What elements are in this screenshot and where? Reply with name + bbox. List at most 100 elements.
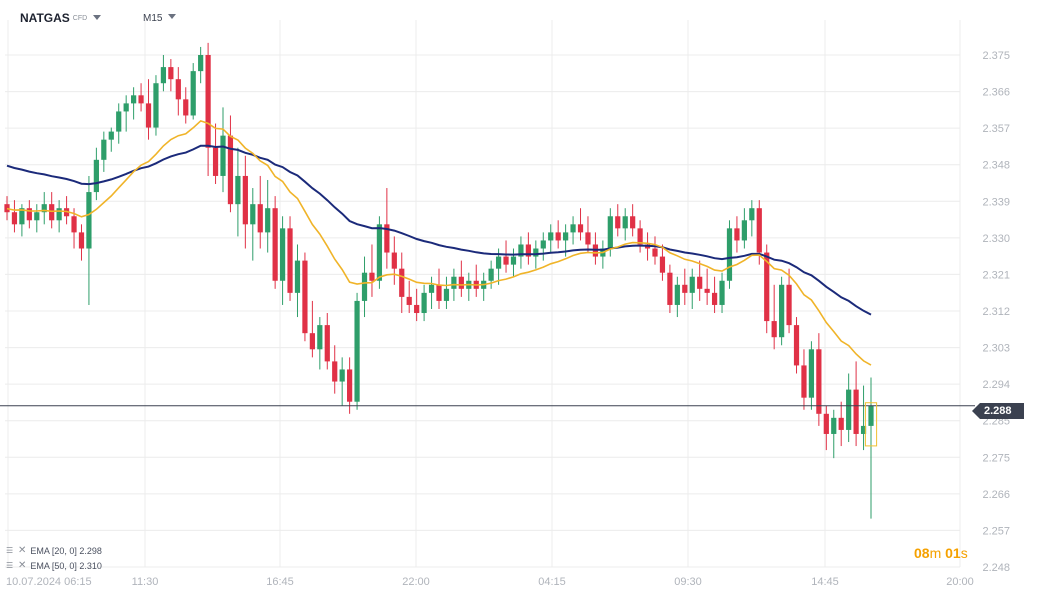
price-tick-label: 2.266 (982, 489, 1010, 501)
candle (198, 46, 204, 84)
price-tick-label: 2.248 (982, 562, 1010, 574)
candle (153, 75, 159, 136)
candle-body (227, 135, 234, 205)
price-tick-label: 2.330 (982, 233, 1010, 245)
menu-icon[interactable]: ☰ (6, 560, 14, 570)
candle (56, 200, 62, 233)
candle-body (428, 284, 435, 293)
candle-body (488, 268, 494, 281)
indicator-ema50: ☰ ✕ EMA [50, 0] 2.310 (6, 560, 102, 571)
candle-body (622, 216, 628, 229)
candle-body (786, 284, 792, 326)
price-axis: 2.375 2.366 2.357 2.348 2.339 2.330 2.321 2.312… (982, 50, 1010, 574)
candle (555, 220, 561, 249)
time-tick-label: 11:30 (132, 576, 159, 588)
candle (630, 204, 636, 237)
candle (108, 127, 114, 152)
candle-body (212, 147, 219, 176)
candle-body (868, 405, 874, 426)
indicator-label: EMA [50, 0] 2.310 (30, 560, 102, 571)
symbol-type: CFD (72, 15, 88, 22)
candle-body (190, 71, 196, 116)
price-tick-label: 2.366 (982, 87, 1010, 99)
candle-body (205, 55, 211, 148)
candle (175, 67, 181, 116)
candle (786, 268, 792, 334)
candle-body (853, 389, 859, 434)
candle-body (577, 224, 584, 233)
candle (816, 333, 822, 426)
candle (354, 292, 360, 410)
candle-body (242, 175, 248, 225)
candle (160, 55, 167, 92)
close-icon[interactable]: ✕ (18, 560, 27, 571)
candle (846, 373, 852, 443)
symbol-selector[interactable]: NATGAS CFD (20, 11, 102, 25)
candle (540, 232, 546, 261)
candle-body (324, 325, 330, 362)
candle (659, 244, 666, 281)
candle (11, 200, 18, 233)
candle (697, 260, 703, 301)
candle (49, 192, 55, 229)
candle-body (667, 272, 673, 305)
close-icon[interactable]: ✕ (18, 545, 27, 556)
candle-body (808, 349, 815, 398)
ema-50-line (6, 144, 872, 316)
candle-body (123, 103, 129, 112)
candle-body (56, 208, 62, 221)
candle-body (78, 232, 85, 249)
candle-body (19, 208, 25, 225)
candle-body (436, 284, 442, 301)
candle-body (525, 244, 531, 257)
candle-body (443, 288, 450, 301)
candle-body (332, 361, 338, 382)
menu-icon[interactable]: ☰ (6, 545, 14, 555)
candle (600, 240, 606, 269)
candle (615, 204, 621, 237)
candle-body (510, 256, 517, 265)
candle (652, 236, 658, 265)
candle (294, 244, 301, 318)
candle (525, 232, 531, 265)
candle (227, 115, 234, 213)
candle (823, 405, 829, 451)
candle-body (749, 208, 755, 221)
candle (741, 208, 747, 249)
candle (235, 147, 241, 237)
candle-body (659, 256, 666, 273)
time-tick-label: 09:30 (674, 576, 702, 588)
candle-body (764, 252, 770, 322)
timeframe-selector[interactable]: M15 (143, 13, 177, 24)
candle-body (846, 389, 852, 430)
candle-body (220, 135, 226, 176)
candle (369, 244, 375, 297)
price-tick-label: 2.303 (982, 343, 1010, 355)
candle (4, 196, 10, 221)
candle-body (86, 192, 92, 249)
candle (592, 232, 599, 265)
candle (302, 252, 308, 342)
candle-body (294, 260, 301, 293)
price-tick-label: 2.348 (982, 160, 1010, 172)
candle-body (540, 240, 546, 249)
candle (779, 276, 785, 346)
candle (123, 95, 129, 132)
candle-body (131, 95, 137, 104)
candle (711, 276, 718, 314)
candle (41, 192, 47, 225)
candle (726, 220, 733, 289)
candle (93, 147, 99, 201)
time-axis: 10.07.2024 06:15 11:30 16:45 22:00 04:15 09:3… (6, 576, 974, 588)
candle (205, 42, 211, 176)
candle (399, 252, 405, 314)
chart-grid (5, 20, 961, 568)
candle-body (347, 369, 353, 402)
candle-body (369, 272, 375, 281)
candle (391, 236, 397, 285)
candle (577, 208, 584, 241)
candle-body (116, 111, 122, 132)
candle-body (309, 333, 315, 350)
candle-body (726, 228, 733, 281)
